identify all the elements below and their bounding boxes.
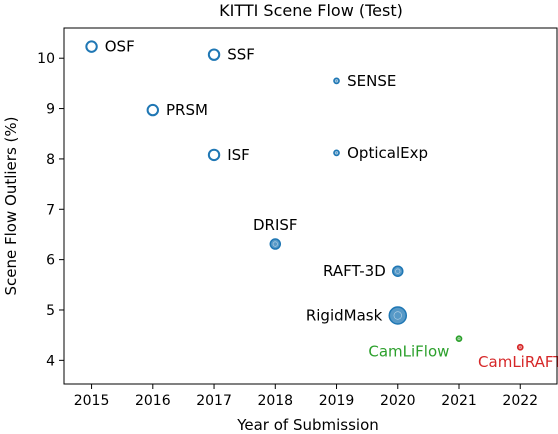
point-label-drisf: DRISF (253, 216, 298, 234)
point-ssf (207, 48, 221, 61)
point-sense-inner-ring (335, 79, 338, 83)
x-tick-label: 2018 (257, 393, 293, 409)
y-tick-label: 6 (46, 253, 55, 269)
x-tick-label: 2017 (196, 393, 232, 409)
plot-frame (63, 27, 558, 385)
plot-area: 2015 2016 2017 2018 2019 2020 2021 2022 4 5 6 7 8 9 10… (37, 38, 558, 409)
x-tick-label: 2015 (74, 393, 110, 409)
point-rigidmask-inner-ring (393, 311, 402, 320)
x-tick-label: 2022 (502, 393, 538, 409)
point-camliraft-inner-ring (518, 345, 522, 349)
point-camliraft (516, 343, 524, 351)
point-label-ssf: SSF (227, 46, 255, 64)
point-label-osf: OSF (105, 38, 135, 56)
point-osf (85, 40, 98, 53)
point-raft-3d (392, 265, 404, 277)
y-axis-label: Scene Flow Outliers (%) (2, 117, 20, 296)
point-label-isf: ISF (227, 146, 250, 164)
x-tick-label: 2016 (135, 393, 171, 409)
y-tick-label: 9 (46, 102, 55, 118)
y-tick-label: 4 (46, 353, 55, 369)
y-tick-label: 7 (46, 202, 55, 218)
point-isf (207, 148, 221, 162)
chart-title: KITTI Scene Flow (Test) (219, 1, 403, 20)
point-label-sense: SENSE (347, 72, 396, 90)
point-label-camliraft: CamLiRAFT (478, 353, 558, 371)
point-label-camliflow: CamLiFlow (368, 342, 449, 360)
point-sense (333, 77, 340, 85)
point-opticalexp-inner-ring (335, 151, 338, 155)
point-rigidmask (388, 306, 408, 325)
point-label-raft-3d: RAFT-3D (323, 262, 386, 280)
x-tick-label: 2019 (319, 393, 355, 409)
point-raft-3d-inner-ring (395, 268, 401, 274)
x-tick-label: 2021 (441, 393, 477, 409)
point-label-rigidmask: RigidMask (306, 307, 383, 325)
point-opticalexp (333, 149, 340, 157)
y-tick-label: 5 (46, 303, 55, 319)
point-drisf (269, 238, 282, 250)
x-tick-label: 2020 (380, 393, 416, 409)
point-drisf-inner-ring (272, 241, 278, 247)
point-camliflow-inner-ring (457, 337, 461, 341)
x-axis-label: Year of Submission (236, 416, 379, 434)
y-tick-label: 10 (37, 51, 55, 67)
point-camliflow (455, 335, 463, 343)
point-prsm (146, 103, 160, 117)
y-tick-label: 8 (46, 152, 55, 168)
point-label-opticalexp: OpticalExp (347, 144, 428, 162)
point-label-prsm: PRSM (166, 101, 208, 119)
